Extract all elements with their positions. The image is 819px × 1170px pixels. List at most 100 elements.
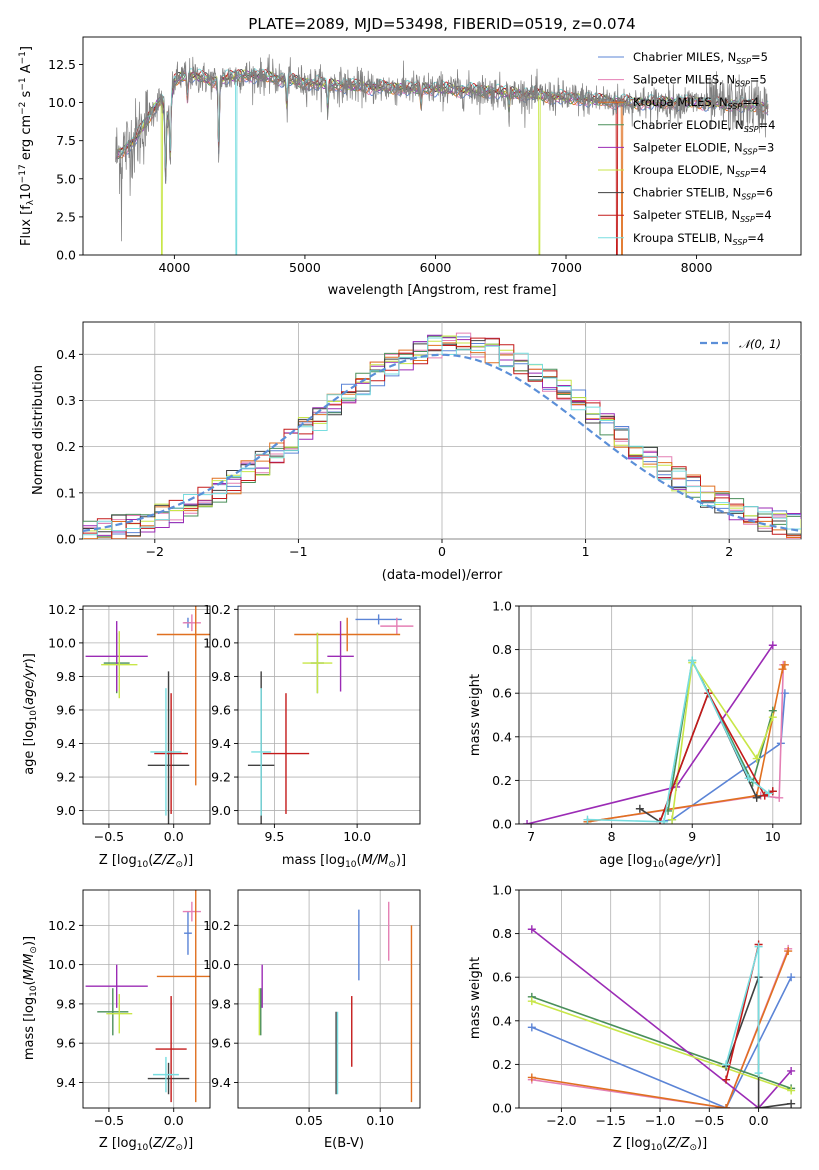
weight-point-kroupa_elodie	[787, 1086, 796, 1095]
legend-subscript: SSP	[733, 238, 748, 247]
weight-point-chabrier_stelib	[787, 1099, 796, 1108]
plot-area	[85, 890, 210, 1103]
x-tick-label: 8000	[681, 260, 713, 275]
z-vs-mass-panel: −0.5 0.0 9.4 9.6 9.8 10.0 10.2 Z [log10(Z/Z⊙)]…	[22, 889, 211, 1153]
y-tick-label: 0.4	[56, 347, 76, 362]
y-tick-label: 9.0	[211, 803, 231, 818]
x-tick-label: 9	[688, 829, 696, 844]
weight-point-kroupa_elodie	[527, 997, 536, 1006]
x-tick-label: 2	[725, 544, 733, 559]
weight-line-kroupa_miles	[531, 950, 789, 1108]
legend-subscript: SSP	[743, 147, 758, 156]
legend-value: =5	[750, 73, 767, 87]
age-weight-xlabel: age [log10(age/yr)]	[599, 853, 721, 870]
weight-point-kroupa_miles	[784, 947, 793, 956]
axes-frame	[237, 605, 421, 825]
weight-line-salpeter_elodie	[531, 928, 792, 1108]
y-tick-label: 0.8	[492, 926, 512, 941]
weight-line-salpeter_elodie	[526, 644, 774, 824]
plot-area	[523, 641, 789, 824]
y-tick-label: 0.2	[492, 1057, 512, 1072]
weight-point-chabrier_stelib	[635, 804, 644, 813]
legend-subscript: SSP	[728, 102, 743, 111]
weight-line-kroupa_elodie	[531, 1000, 792, 1092]
x-tick-label: −0.5	[94, 1113, 124, 1128]
y-tick-label: 10.2	[203, 918, 231, 933]
legend-subscript: SSP	[740, 215, 755, 224]
x-tick-label: −2	[146, 544, 164, 559]
y-tick-label: 0.0	[56, 248, 76, 263]
weight-point-chabrier_miles	[787, 973, 796, 982]
y-tick-label: 0.2	[492, 773, 512, 788]
legend-entry: Chabrier ELODIE, NSSP=4	[633, 118, 775, 134]
y-tick-label: 0.0	[492, 1101, 512, 1116]
x-tick-label: −1.0	[645, 1113, 675, 1128]
spectrum-xlabel: wavelength [Angstrom, rest frame]	[328, 283, 557, 298]
age-weight-ylabel: mass weight	[468, 674, 483, 756]
spectrum-title: PLATE=2089, MJD=53498, FIBERID=0519, z=0…	[248, 15, 635, 33]
mass-age-xlabel: mass [log10(M/M⊙)]	[282, 853, 406, 870]
x-tick-label: −2.0	[546, 1113, 576, 1128]
y-tick-label: 9.8	[56, 996, 76, 1011]
axes-frame	[82, 36, 802, 256]
y-tick-label: 10.0	[203, 957, 231, 972]
weight-point-salpeter_miles	[775, 793, 784, 802]
spectrum-ylabel: Flux [fλ10−17 erg cm−2 s−1 A−1]	[18, 46, 36, 246]
y-tick-label: 10.0	[203, 635, 231, 650]
weight-point-kroupa_elodie	[752, 754, 761, 763]
weight-line-chabrier_miles	[659, 693, 786, 823]
z-age-xlabel: Z [log10(Z/Z⊙)]	[99, 853, 193, 870]
weight-line-kroupa_miles	[587, 664, 786, 823]
x-tick-label: 0.05	[295, 1113, 323, 1128]
y-tick-label: 0.1	[56, 485, 76, 500]
y-tick-label: 0.3	[56, 393, 76, 408]
weight-line-kroupa_elodie	[671, 660, 774, 820]
y-tick-label: 0.6	[492, 970, 512, 985]
y-tick-label: 10.0	[48, 957, 76, 972]
x-tick-label: 0.0	[164, 1113, 184, 1128]
legend-entry: Salpeter ELODIE, NSSP=3	[633, 140, 774, 156]
weight-point-kroupa_stelib	[764, 789, 773, 798]
weight-point-kroupa_miles	[778, 665, 787, 674]
y-tick-label: 2.5	[56, 209, 76, 224]
axes-frame	[518, 605, 802, 825]
weight-point-kroupa_miles	[780, 660, 789, 669]
z-mass-ylabel: mass [log10(M/M⊙)]	[22, 936, 39, 1060]
y-tick-label: 9.6	[211, 702, 231, 717]
x-tick-label: 0.0	[749, 1113, 769, 1128]
weight-point-kroupa_stelib	[583, 815, 592, 824]
y-tick-label: 0.2	[56, 439, 76, 454]
legend-entry: Kroupa STELIB, NSSP=4	[633, 231, 764, 247]
x-tick-label: 4000	[158, 260, 190, 275]
plot-area	[85, 606, 210, 824]
histogram-kroupa_stelib	[83, 337, 801, 538]
z-weight-xlabel: Z [log10(Z/Z⊙)]	[613, 1136, 707, 1153]
weight-point-salpeter_elodie	[787, 1066, 796, 1075]
normal-legend-label: 𝒩(0, 1)	[739, 337, 781, 351]
legend-subscript: SSP	[744, 125, 759, 134]
legend-subscript: SSP	[735, 80, 750, 89]
plot-area	[258, 901, 413, 1103]
legend-value: =4	[755, 208, 772, 222]
weight-point-salpeter_stelib	[760, 791, 769, 800]
ebv-mass-xlabel: E(B-V)	[324, 1136, 364, 1151]
legend-subscript: SSP	[735, 170, 750, 179]
y-tick-label: 0.4	[492, 729, 512, 744]
weight-point-kroupa_elodie	[768, 713, 777, 722]
legend-value: =4	[747, 231, 764, 245]
z-mass-xlabel: Z [log10(Z/Z⊙)]	[99, 1136, 193, 1153]
axes-frame	[82, 605, 211, 825]
x-tick-label: 0.10	[366, 1113, 394, 1128]
age-mass-weight-panel: 7 8 9 10 0.0 0.2 0.4 0.6 0.8 1.0 age [log10(age/y…	[468, 599, 802, 870]
weight-line-chabrier_elodie	[531, 996, 792, 1090]
weight-point-kroupa_stelib	[660, 817, 669, 824]
z-vs-age-panel: −0.5 0.0 9.0 9.2 9.4 9.6 9.8 10.0 10.2 Z [log10(…	[22, 602, 211, 870]
y-tick-label: 12.5	[48, 57, 76, 72]
axes-frame	[518, 889, 802, 1109]
weight-point-kroupa_miles	[722, 1104, 731, 1108]
legend-entry: Salpeter MILES, NSSP=5	[633, 73, 767, 89]
legend-value: =3	[757, 140, 774, 154]
weight-line-chabrier_miles	[531, 976, 792, 1108]
x-tick-label: 6000	[420, 260, 452, 275]
